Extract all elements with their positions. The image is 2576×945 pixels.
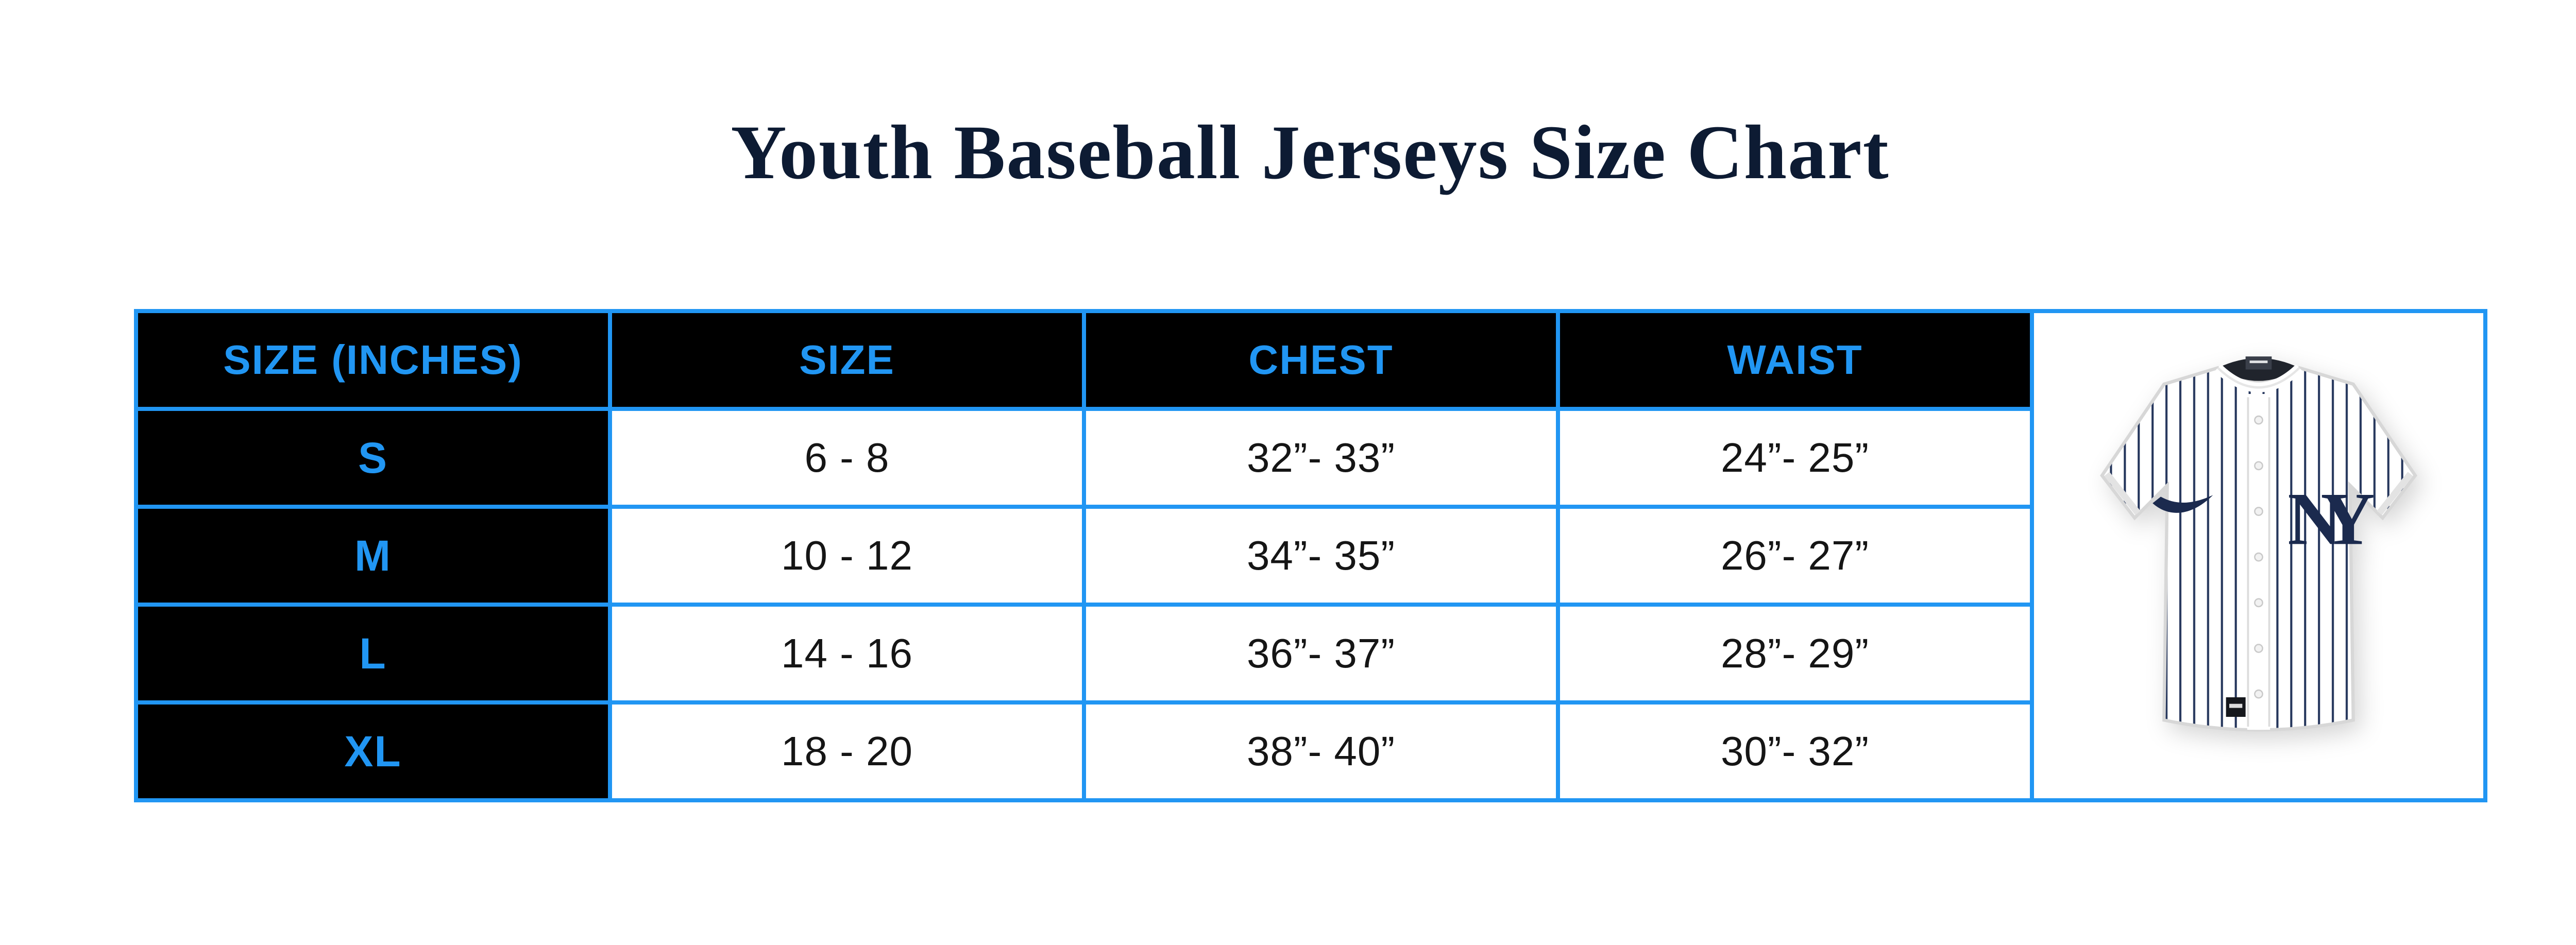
cell-waist: 24”- 25” xyxy=(1556,407,2034,509)
table-row: M 10 - 12 34”- 35” 26”- 27” xyxy=(134,505,2485,607)
header-cell-size-inches: SIZE (INCHES) xyxy=(134,309,612,411)
header-cell-chest: CHEST xyxy=(1082,309,1560,411)
table-row: XL 18 - 20 38”- 40” 30”- 32” xyxy=(134,700,2485,802)
left-sleeve-hem xyxy=(2104,472,2141,516)
swoosh-icon xyxy=(2153,495,2213,513)
jersey-image-cell: NY xyxy=(2030,309,2487,802)
cell-size: 18 - 20 xyxy=(608,700,1086,802)
cell-size: 6 - 8 xyxy=(608,407,1086,509)
collar-edge xyxy=(2217,367,2300,389)
header-cell-size: SIZE xyxy=(608,309,1086,411)
hem-tag-mark xyxy=(2229,703,2243,708)
table-row: S 6 - 8 32”- 33” 24”- 25” xyxy=(134,407,2485,509)
header-cell-waist: WAIST xyxy=(1556,309,2034,411)
button-placket xyxy=(2247,394,2270,730)
size-chart-table: SIZE (INCHES) SIZE CHEST WAIST xyxy=(134,309,2487,802)
size-chart-container: SIZE (INCHES) SIZE CHEST WAIST xyxy=(134,309,2487,802)
page-title: Youth Baseball Jerseys Size Chart xyxy=(731,110,1890,195)
cell-chest: 36”- 37” xyxy=(1082,603,1560,705)
cell-size: 14 - 16 xyxy=(608,603,1086,705)
cell-chest: 38”- 40” xyxy=(1082,700,1560,802)
row-head-s: S xyxy=(134,407,612,509)
table-row: L 14 - 16 36”- 37” 28”- 29” xyxy=(134,603,2485,705)
row-head-m: M xyxy=(134,505,612,607)
table-header-row: SIZE (INCHES) SIZE CHEST WAIST xyxy=(134,309,2487,802)
cell-waist: 26”- 27” xyxy=(1556,505,2034,607)
cell-chest: 34”- 35” xyxy=(1082,505,1560,607)
row-head-xl: XL xyxy=(134,700,612,802)
right-sleeve-hem xyxy=(2377,472,2413,516)
yankees-pinstripe-jersey-image: NY xyxy=(2100,356,2417,732)
cell-size: 10 - 12 xyxy=(608,505,1086,607)
cell-waist: 30”- 32” xyxy=(1556,700,2034,802)
row-head-l: L xyxy=(134,603,612,705)
cell-waist: 28”- 29” xyxy=(1556,603,2034,705)
cell-chest: 32”- 33” xyxy=(1082,407,1560,509)
collar-tag-text-line xyxy=(2249,360,2268,364)
